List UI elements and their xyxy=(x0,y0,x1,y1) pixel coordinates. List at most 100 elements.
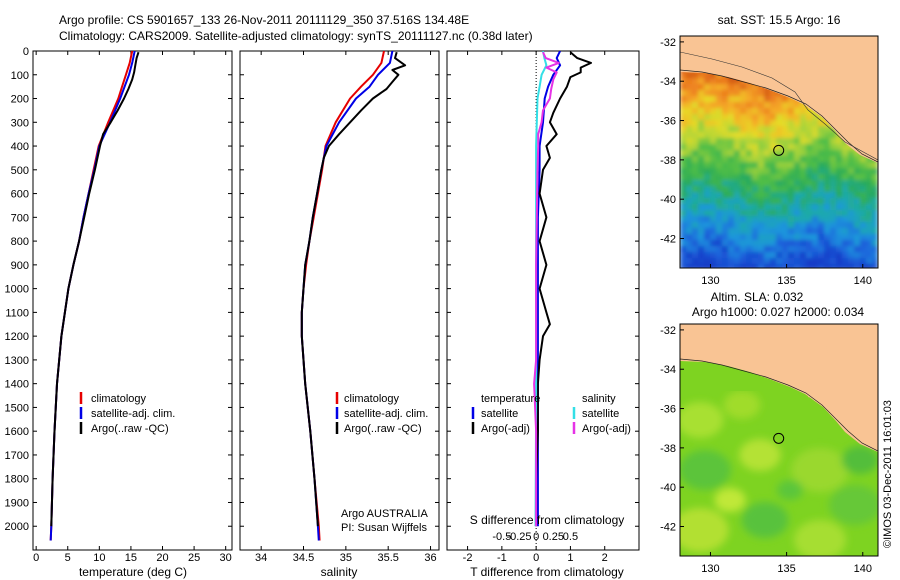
sst-cell xyxy=(698,78,704,84)
sst-cell xyxy=(764,216,770,222)
sst-cell xyxy=(734,102,740,108)
sst-cell xyxy=(854,204,860,210)
sst-cell xyxy=(812,216,818,222)
sst-cell xyxy=(698,84,704,90)
sst-cell xyxy=(764,126,770,132)
sst-cell xyxy=(692,216,698,222)
sst-cell xyxy=(806,138,812,144)
sst-cell xyxy=(782,234,788,240)
sst-cell xyxy=(794,192,800,198)
sst-cell xyxy=(698,114,704,120)
sst-cell xyxy=(800,228,806,234)
sst-cell xyxy=(794,102,800,108)
sst-cell xyxy=(716,186,722,192)
sst-cell xyxy=(740,144,746,150)
sst-cell xyxy=(722,192,728,198)
sst-cell xyxy=(686,258,692,264)
sst-cell xyxy=(686,144,692,150)
sst-cell xyxy=(836,234,842,240)
sst-cell xyxy=(788,180,794,186)
sst-cell xyxy=(728,258,734,264)
sst-cell xyxy=(734,186,740,192)
sst-cell xyxy=(860,156,866,162)
sst-cell xyxy=(770,198,776,204)
lon-tick-label: 140 xyxy=(854,275,872,287)
sst-cell xyxy=(866,162,872,168)
sst-cell xyxy=(704,150,710,156)
sst-cell xyxy=(806,162,812,168)
sst-cell xyxy=(740,204,746,210)
sst-cell xyxy=(866,252,872,258)
sst-cell xyxy=(722,150,728,156)
sst-cell xyxy=(728,168,734,174)
australia-landmass xyxy=(680,324,878,452)
sst-cell xyxy=(854,186,860,192)
sst-cell xyxy=(752,144,758,150)
series-satellite-adj-clim-line xyxy=(49,51,136,541)
sst-cell xyxy=(710,198,716,204)
sst-cell xyxy=(782,174,788,180)
sst-cell xyxy=(710,114,716,120)
sst-cell xyxy=(770,168,776,174)
sst-cell xyxy=(722,216,728,222)
sla-map-axes: 130 135 140 -32 -34 -36 -38 -40 -42 xyxy=(660,325,872,575)
sst-cell xyxy=(788,126,794,132)
depth-tick-label: 400 xyxy=(11,141,29,153)
sst-cell xyxy=(824,240,830,246)
sst-cell xyxy=(866,198,872,204)
x-tick-label: 2 xyxy=(602,552,608,564)
sst-cell xyxy=(830,144,836,150)
sst-cell xyxy=(758,132,764,138)
sst-cell xyxy=(788,168,794,174)
sst-cell xyxy=(728,120,734,126)
sst-cell xyxy=(752,204,758,210)
sst-cell xyxy=(842,264,848,268)
sst-map-title: sat. SST: 15.5 Argo: 16 xyxy=(718,13,841,27)
sst-cell xyxy=(830,264,836,268)
sst-cell xyxy=(728,180,734,186)
sst-cell xyxy=(722,162,728,168)
lat-tick-label: -36 xyxy=(660,404,676,416)
sst-cell xyxy=(788,228,794,234)
sst-cell xyxy=(788,138,794,144)
sst-cell xyxy=(782,258,788,264)
sst-cell xyxy=(734,132,740,138)
sst-cell xyxy=(818,228,824,234)
sst-cell xyxy=(680,138,686,144)
sst-cell xyxy=(692,246,698,252)
sst-cell xyxy=(776,114,782,120)
sst-cell xyxy=(734,174,740,180)
sst-cell xyxy=(836,264,842,268)
sst-cell xyxy=(872,198,878,204)
sst-cell xyxy=(692,108,698,114)
sst-cell xyxy=(716,132,722,138)
sst-cell xyxy=(860,258,866,264)
sst-cell xyxy=(758,228,764,234)
x-tick-label: 36 xyxy=(424,552,436,564)
sst-cell xyxy=(728,216,734,222)
sst-cell xyxy=(686,126,692,132)
sst-cell xyxy=(812,138,818,144)
sst-cell xyxy=(704,228,710,234)
sst-cell xyxy=(710,234,716,240)
sla-eddy xyxy=(829,485,878,525)
sst-cell xyxy=(782,246,788,252)
sst-cell xyxy=(866,204,872,210)
sst-cell xyxy=(842,150,848,156)
sst-cell xyxy=(794,186,800,192)
sst-cell xyxy=(680,84,686,90)
sst-cell xyxy=(824,222,830,228)
salinity-legend: climatology satellite-adj. clim. Argo(..… xyxy=(335,392,428,534)
sst-cell xyxy=(812,222,818,228)
sst-cell xyxy=(722,90,728,96)
series-temperature-satellite-line xyxy=(536,51,562,527)
sst-cell xyxy=(836,174,842,180)
sst-cell xyxy=(866,168,872,174)
sst-cell xyxy=(830,156,836,162)
sst-cell xyxy=(776,198,782,204)
series-salinity-argo-adj-line xyxy=(533,51,560,527)
sst-cell xyxy=(770,210,776,216)
x-tick-label: 30 xyxy=(220,552,232,564)
sst-cell xyxy=(794,114,800,120)
sst-cell xyxy=(776,252,782,258)
